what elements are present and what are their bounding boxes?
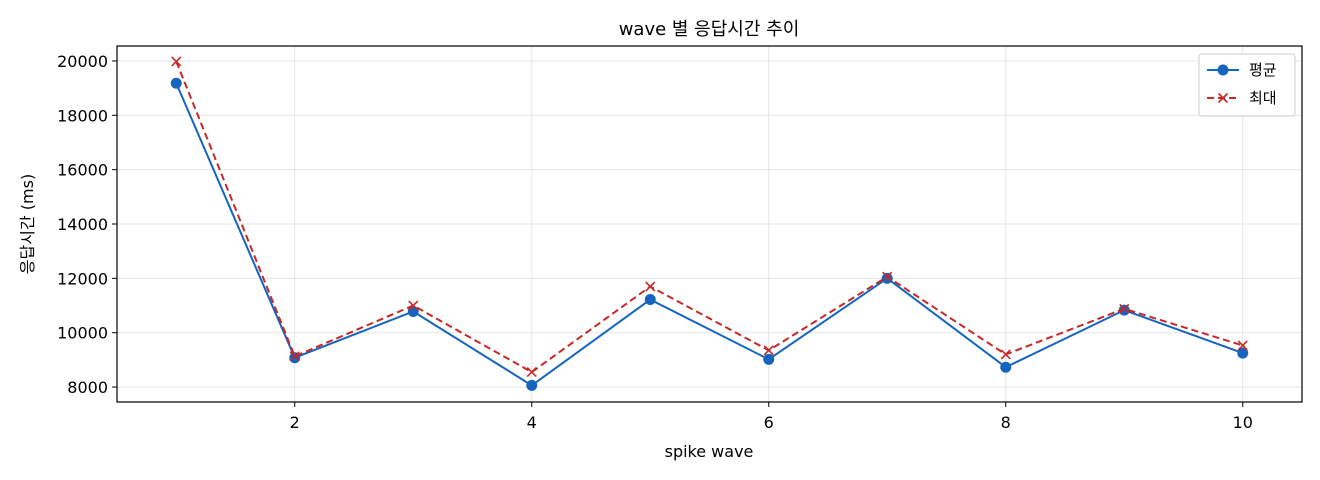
y-tick-label: 8000 (67, 378, 108, 397)
series-marker-x (408, 300, 419, 311)
series-marker-x (1217, 92, 1229, 104)
y-tick-label: 18000 (57, 106, 108, 125)
series-marker-circle (881, 272, 893, 284)
series-line (175, 61, 1244, 374)
series-line (175, 82, 1244, 387)
x-tick-label: 10 (1233, 413, 1253, 432)
y-axis-label: 응답시간 (ms) (18, 174, 37, 274)
series-marker-x (1000, 349, 1011, 360)
series-marker-x (289, 351, 300, 362)
series-marker-x (1119, 303, 1130, 314)
x-tick-label: 8 (1001, 413, 1011, 432)
series-marker-x (1237, 340, 1248, 351)
series-marker-circle (526, 379, 538, 391)
y-tick-label: 10000 (57, 324, 108, 343)
x-tick-label: 4 (527, 413, 537, 432)
y-tick-label: 16000 (57, 161, 108, 180)
chart-title: wave 별 응답시간 추이 (619, 19, 800, 40)
series-marker-x (645, 281, 656, 292)
x-axis-label: spike wave (665, 442, 754, 461)
series-marker-x (763, 345, 774, 356)
series-layer (170, 56, 1249, 391)
x-tick-label: 6 (764, 413, 774, 432)
series-marker-x (882, 271, 893, 282)
series-marker-circle (644, 294, 656, 306)
series-marker-circle (763, 353, 775, 365)
series-marker-circle (1000, 361, 1012, 373)
axis-ticks: 2 4 6 8 10 8000 10000 12000 14000 16000 18000 20000 (57, 52, 1253, 432)
series-marker-circle (170, 77, 182, 89)
series-marker-circle (1237, 347, 1249, 359)
series-marker-x (526, 367, 537, 378)
series-marker-x (171, 56, 182, 67)
legend-entry: 평균 (1249, 61, 1277, 79)
y-tick-label: 12000 (57, 269, 108, 288)
legend-box (1198, 53, 1296, 117)
series-marker-circle (1217, 64, 1229, 76)
y-tick-label: 14000 (57, 215, 108, 234)
legend-entry: 최대 (1249, 89, 1277, 107)
grid-lines (117, 46, 1302, 402)
x-tick-label: 2 (290, 413, 300, 432)
y-tick-label: 20000 (57, 52, 108, 71)
